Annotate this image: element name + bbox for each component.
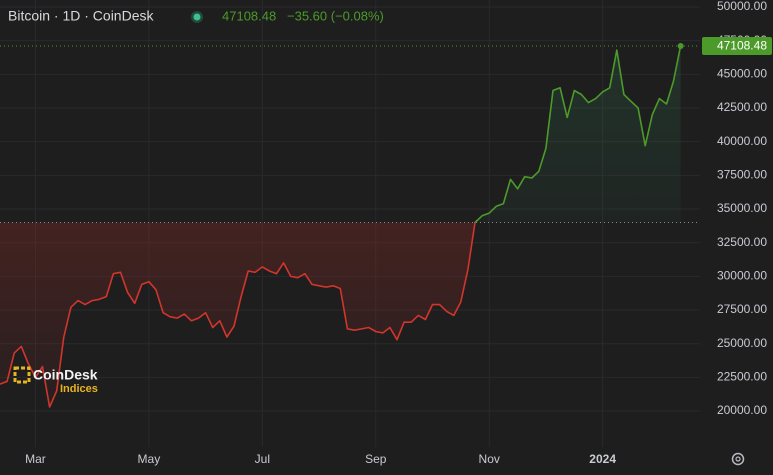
y-tick-label: 40000.00 [717, 134, 767, 148]
x-tick-label: 2024 [589, 452, 616, 466]
settings-icon[interactable] [731, 452, 745, 466]
y-tick-label: 22500.00 [717, 370, 767, 384]
last-price-tag [702, 36, 772, 55]
y-tick-label: 32500.00 [717, 235, 767, 249]
y-tick-label: 27500.00 [717, 302, 767, 316]
settings-icon-core[interactable] [735, 456, 741, 462]
x-tick-label: Nov [479, 452, 500, 466]
y-tick-label: 25000.00 [717, 336, 767, 350]
x-tick-label: May [138, 452, 161, 466]
watermark-title: CoinDesk [33, 367, 98, 383]
watermark-logo [13, 366, 31, 384]
y-tick-label: 37500.00 [717, 168, 767, 182]
y-tick-label: 42500.00 [717, 100, 767, 114]
x-tick-label: Sep [365, 452, 387, 466]
x-tick-label: Jul [255, 452, 270, 466]
y-tick-label: 20000.00 [717, 403, 767, 417]
header-change: −35.60 (−0.08%) [287, 8, 384, 23]
last-price-label: 47108.48 [717, 39, 767, 53]
price-line [0, 45, 682, 408]
x-tick-label: Mar [25, 452, 46, 466]
y-tick-label: 35000.00 [717, 201, 767, 215]
y-tick-label: 30000.00 [717, 269, 767, 283]
last-point [677, 42, 684, 49]
chart-title: Bitcoin · 1D · CoinDesk [8, 8, 154, 24]
status-dot [193, 13, 201, 21]
header-price: 47108.48 [222, 8, 276, 23]
y-tick-label: 50000.00 [717, 0, 767, 13]
y-tick-label: 45000.00 [717, 67, 767, 81]
watermark: CoinDesk Indices [13, 366, 98, 395]
watermark-subtitle: Indices [60, 383, 98, 395]
settings-button[interactable] [731, 452, 745, 466]
